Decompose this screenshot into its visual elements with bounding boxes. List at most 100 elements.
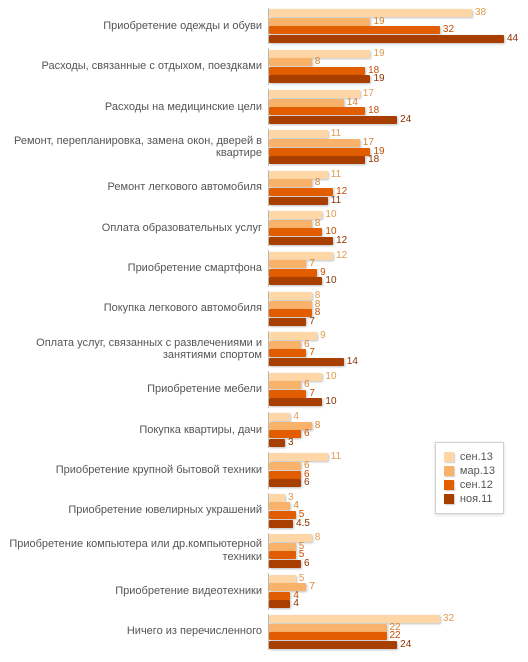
legend-swatch	[444, 494, 454, 504]
bar-wrap: 18	[269, 67, 385, 75]
bar-wrap: 14	[269, 99, 411, 107]
bar	[269, 390, 306, 398]
horizontal-grouped-bar-chart: Приобретение одежды и обуви38193244Расхо…	[8, 8, 520, 654]
bar	[269, 156, 365, 164]
bar-group: 8556	[268, 533, 320, 569]
bar	[269, 632, 387, 640]
bar	[269, 252, 333, 260]
category-row: Приобретение мебели106710	[8, 371, 520, 407]
bar	[269, 318, 306, 326]
bar-wrap: 7	[269, 349, 358, 357]
bar-group: 5744	[268, 573, 315, 609]
bar-wrap: 4	[269, 600, 315, 608]
bar-group: 106710	[268, 371, 337, 407]
category-label: Ничего из перечисленного	[8, 625, 268, 638]
bar	[269, 220, 312, 228]
bar-group: 3454.5	[268, 493, 310, 529]
bar	[269, 237, 333, 245]
bar-wrap: 3	[269, 439, 320, 447]
bar-group: 32222224	[268, 614, 454, 650]
bar-value-label: 12	[336, 236, 347, 246]
bar	[269, 269, 317, 277]
bar-value-label: 32	[443, 614, 454, 624]
bar	[269, 641, 397, 649]
category-label: Приобретение смартфона	[8, 262, 268, 275]
category-row: Ремонт легкового автомобиля1181211	[8, 170, 520, 206]
bar	[269, 575, 296, 583]
bar	[269, 309, 312, 317]
bar-value-label: 19	[373, 49, 384, 59]
bar-wrap: 8	[269, 534, 320, 542]
bar-wrap: 24	[269, 641, 454, 649]
bar-group: 8887	[268, 291, 320, 327]
bar-value-label: 14	[347, 357, 358, 367]
bar	[269, 148, 370, 156]
bar-wrap: 8	[269, 422, 320, 430]
legend-swatch	[444, 452, 454, 462]
bar-wrap: 11	[269, 171, 347, 179]
bar-wrap: 24	[269, 116, 411, 124]
bar	[269, 479, 301, 487]
bar-wrap: 4.5	[269, 520, 310, 528]
bar-value-label: 3	[288, 438, 294, 448]
bar-wrap: 5	[269, 551, 320, 559]
bar	[269, 179, 312, 187]
bar-value-label: 7	[309, 348, 315, 358]
bar	[269, 430, 301, 438]
legend-swatch	[444, 480, 454, 490]
bar-wrap: 44	[269, 35, 518, 43]
category-label: Ремонт, перепланировка, замена окон, две…	[8, 135, 268, 160]
bar	[269, 139, 360, 147]
bar-value-label: 24	[400, 640, 411, 650]
bar-value-label: 44	[507, 34, 518, 44]
category-label: Ремонт легкового автомобиля	[8, 181, 268, 194]
bar-value-label: 8	[315, 219, 321, 229]
bar-value-label: 4.5	[296, 519, 310, 529]
bar-group: 11171918	[268, 129, 385, 165]
bar	[269, 534, 312, 542]
category-row: Оплата образовательных услуг1081012	[8, 210, 520, 246]
legend-swatch	[444, 466, 454, 476]
bar-wrap: 12	[269, 237, 347, 245]
category-label: Оплата услуг, связанных с развлечениями …	[8, 337, 268, 362]
bar-group: 1981819	[268, 48, 385, 84]
bar-value-label: 19	[373, 74, 384, 84]
bar-group: 38193244	[268, 8, 518, 44]
bar	[269, 116, 397, 124]
category-row: Оплата услуг, связанных с развлечениями …	[8, 331, 520, 367]
category-label: Расходы на медицинские цели	[8, 101, 268, 114]
bar-wrap: 6	[269, 479, 341, 487]
legend-item: мар.13	[444, 465, 495, 477]
bar-value-label: 7	[309, 317, 315, 327]
bar-wrap: 10	[269, 398, 337, 406]
bar-value-label: 5	[299, 574, 305, 584]
bar-wrap: 22	[269, 624, 454, 632]
bar	[269, 502, 290, 510]
bar-value-label: 10	[325, 397, 336, 407]
bar-wrap: 18	[269, 107, 411, 115]
bar-value-label: 9	[320, 331, 326, 341]
bar-value-label: 6	[304, 478, 310, 488]
category-row: Покупка легкового автомобиля8887	[8, 291, 520, 327]
bar	[269, 58, 312, 66]
bar-value-label: 10	[325, 227, 336, 237]
bar	[269, 615, 440, 623]
category-row: Приобретение одежды и обуви38193244	[8, 8, 520, 44]
category-row: Приобретение видеотехники5744	[8, 573, 520, 609]
bar-wrap: 10	[269, 277, 347, 285]
category-label: Приобретение компьютера или др.компьютер…	[8, 538, 268, 563]
bar-wrap: 17	[269, 139, 385, 147]
bar-value-label: 8	[315, 421, 321, 431]
category-label: Приобретение одежды и обуви	[8, 20, 268, 33]
bar-group: 17141824	[268, 89, 411, 125]
bar-wrap: 7	[269, 318, 320, 326]
bar-wrap: 22	[269, 632, 454, 640]
bar-wrap: 18	[269, 156, 385, 164]
category-row: Приобретение смартфона127910	[8, 250, 520, 286]
category-label: Приобретение видеотехники	[8, 585, 268, 598]
legend-item: сен.13	[444, 451, 495, 463]
legend-label: сен.12	[460, 479, 493, 491]
bar	[269, 560, 301, 568]
bar	[269, 413, 290, 421]
bar-value-label: 8	[315, 533, 321, 543]
